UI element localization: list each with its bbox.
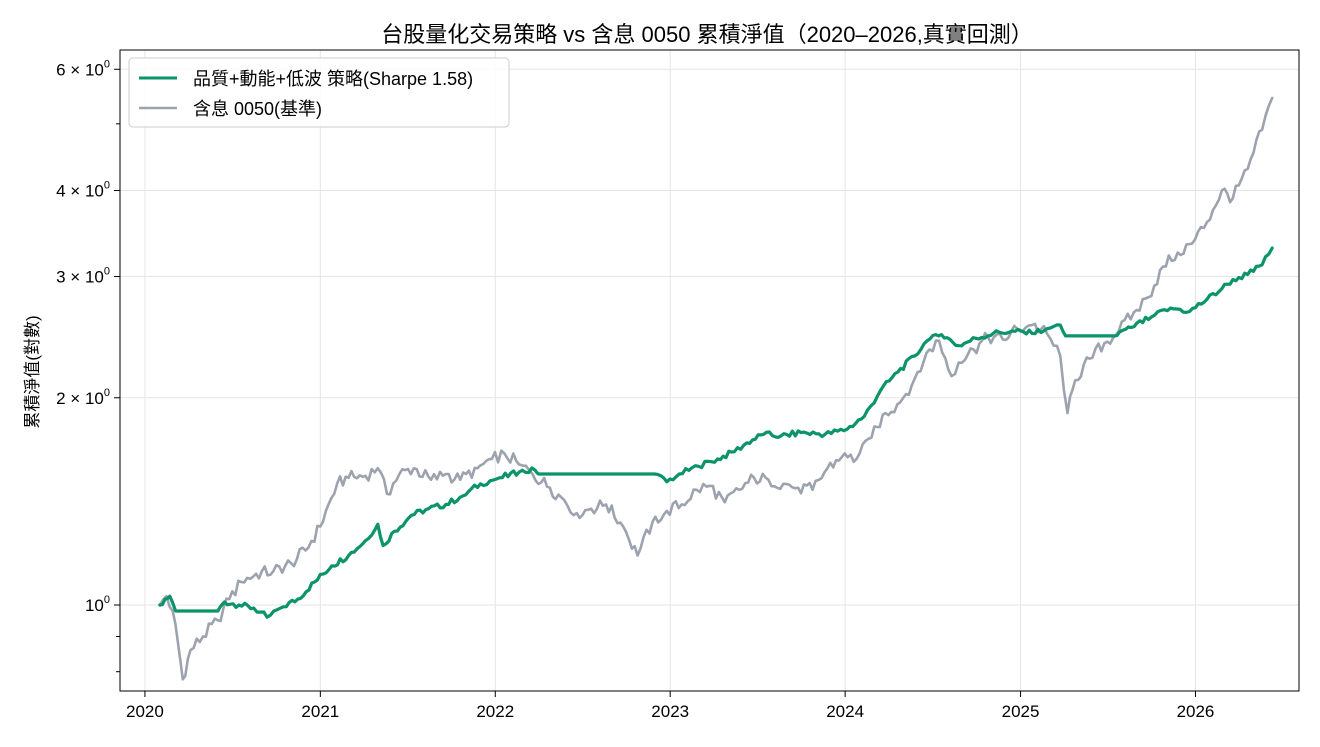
x-tick-label-2022: 2022 bbox=[476, 702, 514, 721]
y-tick-label-3: 3 × 100 bbox=[56, 266, 110, 287]
y-tick-label-6: 6 × 100 bbox=[56, 58, 110, 79]
legend-box bbox=[128, 57, 510, 128]
y-tick-label-2: 2 × 100 bbox=[56, 387, 110, 408]
series-line-benchmark bbox=[158, 96, 1274, 681]
plot-frame bbox=[119, 49, 1300, 692]
y-tick-label-1: 100 bbox=[85, 594, 110, 615]
x-tick-label-2023: 2023 bbox=[651, 702, 689, 721]
tick-layer: 2020 2021 2022 2023 2024 2025 2026 100 2 × 100 3 … bbox=[56, 58, 1214, 721]
x-tick-label-2021: 2021 bbox=[301, 702, 339, 721]
legend-label-strategy: 品質+動能+低波 策略(Sharpe 1.58) bbox=[193, 69, 473, 89]
x-tick-label-2025: 2025 bbox=[1002, 702, 1040, 721]
x-tick-label-2024: 2024 bbox=[826, 702, 864, 721]
chart-title: 台股量化交易策略 vs 含息 0050 累積淨值（2020–2026,真實回測） bbox=[381, 22, 1033, 47]
y-axis-label: 累積淨值(對數) bbox=[23, 315, 42, 428]
x-tick-label-2020: 2020 bbox=[126, 702, 164, 721]
series-layer bbox=[158, 96, 1274, 681]
series-line-strategy bbox=[158, 246, 1274, 619]
legend: 品質+動能+低波 策略(Sharpe 1.58) 含息 0050(基準) bbox=[128, 57, 510, 128]
grid-layer bbox=[120, 50, 1299, 691]
legend-label-benchmark: 含息 0050(基準) bbox=[193, 99, 322, 119]
y-tick-label-4: 4 × 100 bbox=[56, 180, 110, 201]
x-tick-label-2026: 2026 bbox=[1177, 702, 1215, 721]
